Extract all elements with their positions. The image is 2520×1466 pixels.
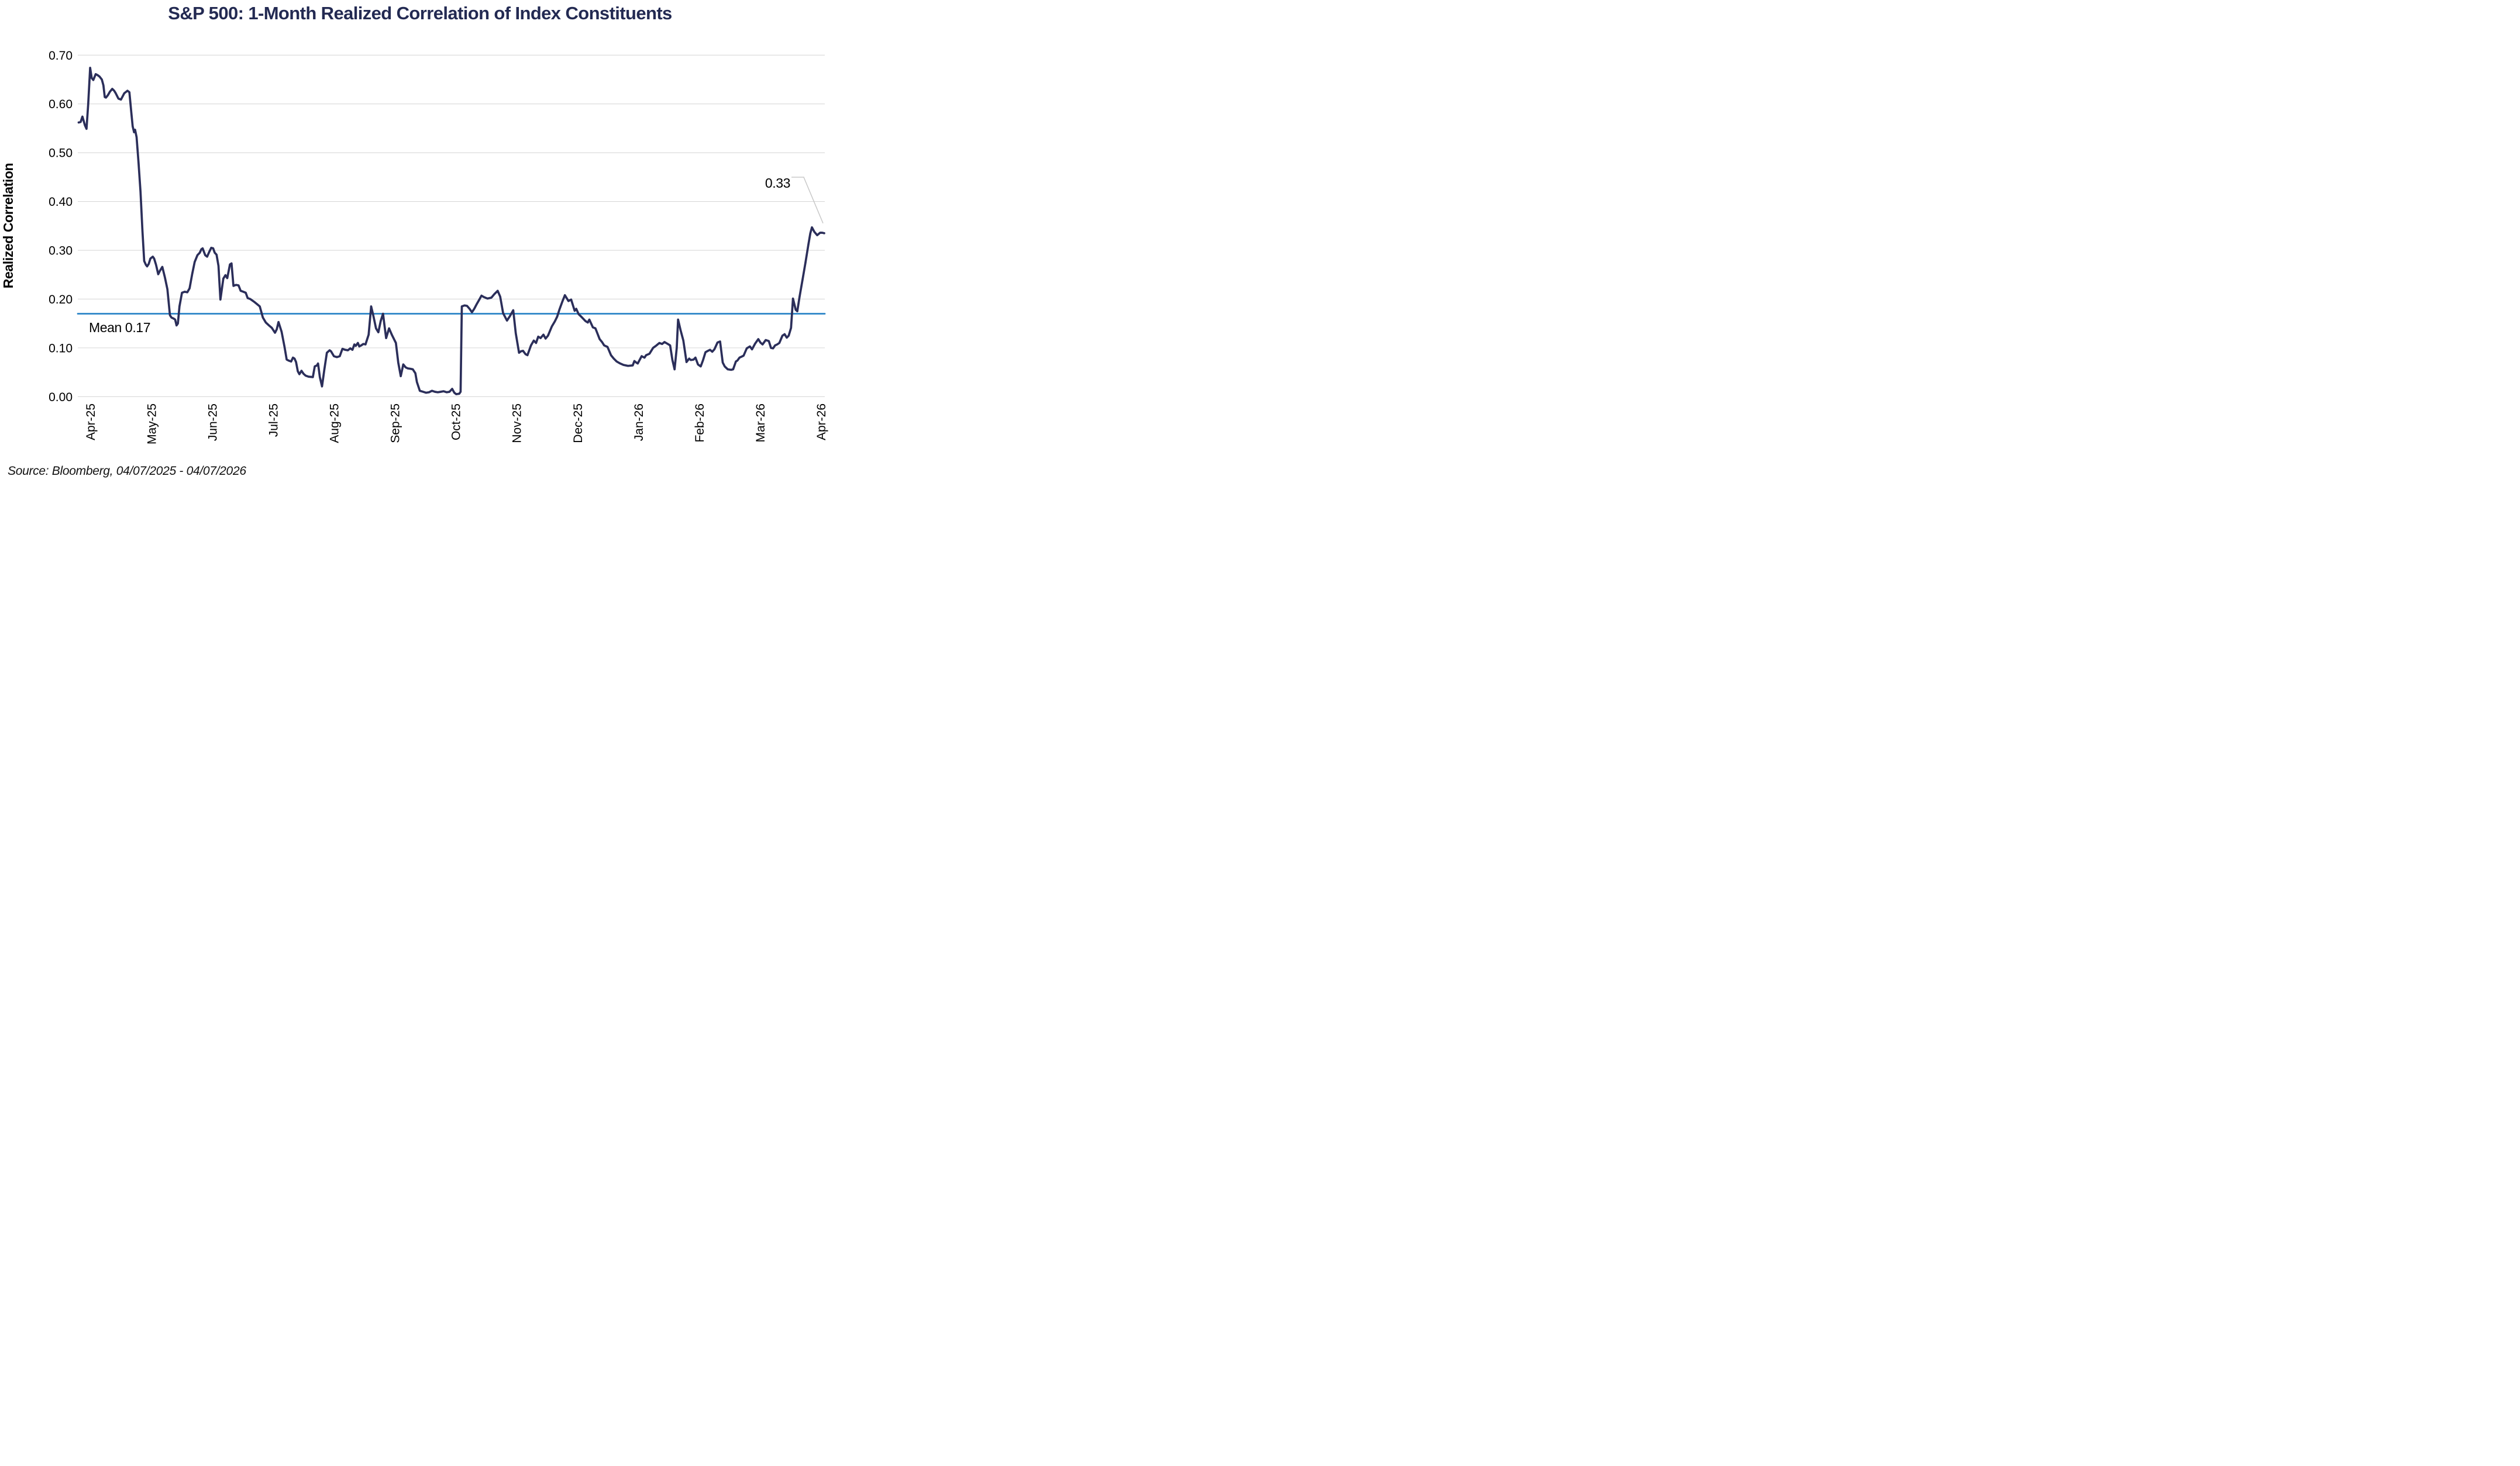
y-tick-label: 0.60 bbox=[49, 98, 73, 111]
y-tick-label: 0.50 bbox=[49, 147, 73, 160]
x-tick-label: Jun-25 bbox=[206, 403, 219, 441]
x-tick-label: Apr-25 bbox=[84, 403, 98, 440]
x-tick-label: May-25 bbox=[145, 403, 159, 444]
chart-page: S&P 500: 1-Month Realized Correlation of… bbox=[0, 0, 840, 489]
x-tick-label: Feb-26 bbox=[693, 403, 707, 443]
y-tick-label: 0.00 bbox=[49, 391, 73, 404]
gridlines bbox=[78, 54, 825, 397]
chart-canvas: 0.00 0.10 0.20 0.30 0.40 0.50 0.60 0.70 Apr-25 M… bbox=[1, 49, 828, 444]
x-tick-label: Mar-26 bbox=[754, 403, 767, 443]
x-tick-label: Jan-26 bbox=[632, 403, 646, 441]
y-axis-tick-labels: 0.00 0.10 0.20 0.30 0.40 0.50 0.60 0.70 bbox=[49, 49, 73, 404]
x-tick-label: Oct-25 bbox=[450, 403, 463, 440]
y-tick-label: 0.30 bbox=[49, 244, 73, 258]
y-axis-title: Realized Correlation bbox=[1, 163, 16, 288]
x-tick-label: Jul-25 bbox=[267, 403, 280, 437]
x-tick-label: Nov-25 bbox=[511, 403, 524, 443]
y-tick-label: 0.20 bbox=[49, 293, 73, 306]
x-tick-label: Dec-25 bbox=[572, 403, 585, 443]
correlation-line-series bbox=[77, 67, 825, 395]
x-tick-label: Aug-25 bbox=[328, 403, 342, 443]
last-value-annotation: 0.33 bbox=[765, 175, 790, 191]
y-tick-label: 0.40 bbox=[49, 195, 73, 209]
x-tick-label: Sep-25 bbox=[389, 403, 402, 443]
mean-line-label: Mean 0.17 bbox=[89, 320, 150, 335]
x-axis-tick-labels: Apr-25 May-25 Jun-25 Jul-25 Aug-25 Sep-25 Oct-… bbox=[84, 403, 828, 444]
annotation-callout-line bbox=[791, 177, 824, 224]
source-note: Source: Bloomberg, 04/07/2025 - 04/07/20… bbox=[8, 464, 246, 478]
y-tick-label: 0.10 bbox=[49, 342, 73, 355]
x-tick-label: Apr-26 bbox=[815, 403, 828, 440]
y-tick-label: 0.70 bbox=[49, 49, 73, 63]
chart-title: S&P 500: 1-Month Realized Correlation of… bbox=[168, 3, 672, 23]
